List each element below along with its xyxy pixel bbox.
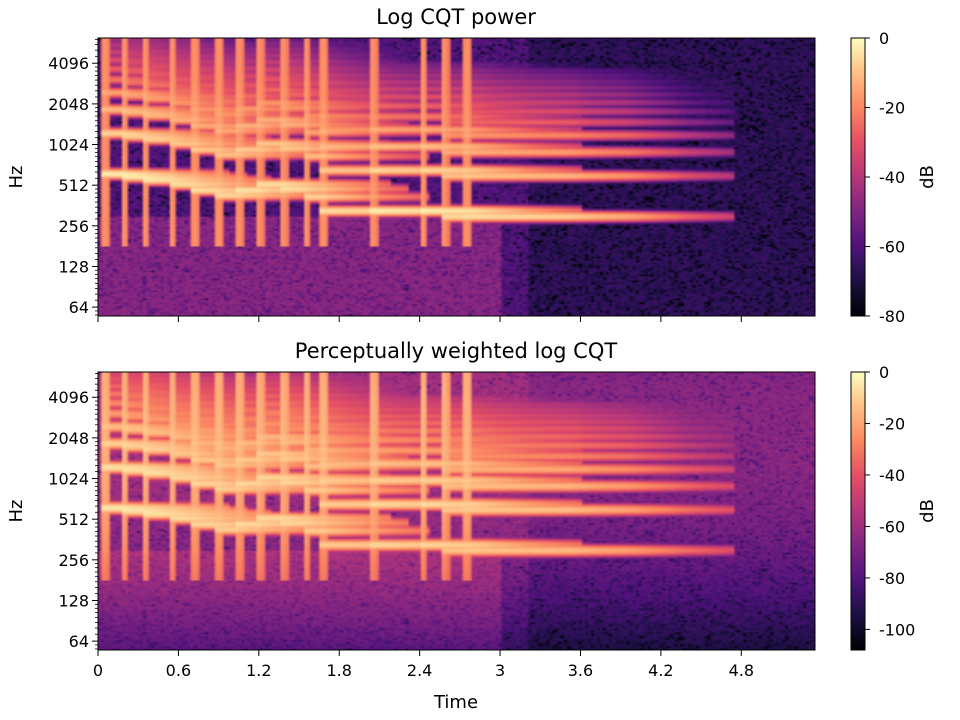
colorbar <box>850 37 866 317</box>
x-tick-label: 3.6 <box>568 661 593 680</box>
panel-log-cqt: Log CQT power 64 128 256 512 1024 2048 4096 Hz… <box>6 5 938 326</box>
y-tick-label: 512 <box>58 510 89 529</box>
x-tick-label: 3 <box>495 661 505 680</box>
y-tick-label: 2048 <box>48 429 89 448</box>
axis-ticks: 0 0.6 1.2 1.8 2.4 3 3.6 4.2 4.8 64 128 256 512 1024 20… <box>48 373 754 680</box>
x-tick-label: 0.6 <box>166 661 191 680</box>
y-tick-label: 128 <box>58 591 89 610</box>
colorbar-tick-label: -20 <box>879 414 905 433</box>
colorbar-tick-label: -60 <box>879 517 905 536</box>
colorbar-ticks: 0 -20 -40 -60 -80 -100 <box>865 363 915 639</box>
x-tick-label: 1.2 <box>246 661 271 680</box>
colorbar-label: dB <box>917 499 938 523</box>
y-tick-label: 4096 <box>48 388 89 407</box>
y-tick-label: 64 <box>69 298 89 317</box>
x-tick-label: 2.4 <box>407 661 432 680</box>
chart-title: Log CQT power <box>376 5 536 29</box>
y-tick-label: 4096 <box>48 54 89 73</box>
colorbar <box>850 371 866 651</box>
colorbar-label: dB <box>917 165 938 189</box>
x-tick-label: 4.8 <box>729 661 754 680</box>
y-tick-label: 256 <box>58 551 89 570</box>
colorbar-tick-label: -40 <box>879 168 905 187</box>
y-tick-label: 2048 <box>48 95 89 114</box>
x-tick-label: 1.8 <box>327 661 352 680</box>
colorbar-tick-label: -80 <box>879 569 905 588</box>
x-tick-label: 4.2 <box>648 661 673 680</box>
colorbar-tick-label: -100 <box>879 620 915 639</box>
colorbar-tick-label: -60 <box>879 238 905 257</box>
y-tick-label: 1024 <box>48 470 89 489</box>
x-axis-label: Time <box>433 692 478 713</box>
panel-weighted-cqt: Perceptually weighted log CQT 0 0.6 1.2 1.8… <box>6 339 938 713</box>
colorbar-tick-label: 0 <box>879 363 889 382</box>
y-axis-label: Hz <box>6 166 27 189</box>
chart-title: Perceptually weighted log CQT <box>295 339 618 363</box>
y-axis-label: Hz <box>6 500 27 523</box>
plot-frame <box>97 37 816 317</box>
colorbar-tick-label: -20 <box>879 99 905 118</box>
y-tick-label: 128 <box>58 257 89 276</box>
y-tick-label: 256 <box>58 217 89 236</box>
colorbar-ticks: 0 -20 -40 -60 -80 <box>865 29 905 326</box>
x-tick-label: 0 <box>93 661 103 680</box>
y-tick-label: 512 <box>58 176 89 195</box>
axis-ticks: 64 128 256 512 1024 2048 4096 <box>48 39 742 322</box>
y-tick-label: 1024 <box>48 136 89 155</box>
spectrogram-heatmap <box>98 372 815 650</box>
colorbar-tick-label: 0 <box>879 29 889 48</box>
spectrogram-heatmap <box>98 38 815 316</box>
colorbar-tick-label: -80 <box>879 307 905 326</box>
y-tick-label: 64 <box>69 632 89 651</box>
colorbar-tick-label: -40 <box>879 466 905 485</box>
plot-frame <box>97 371 816 651</box>
